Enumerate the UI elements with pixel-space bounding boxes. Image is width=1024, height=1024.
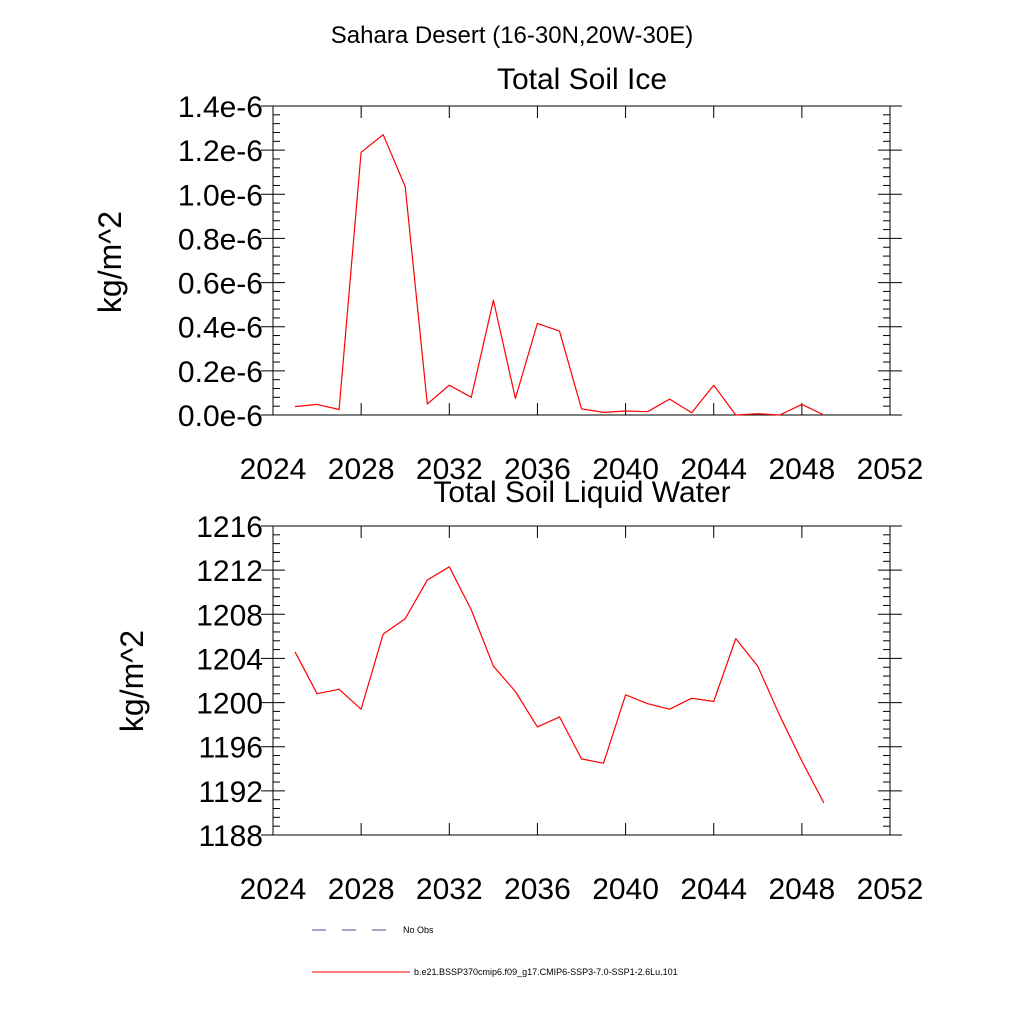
y-axis-label: kg/m^2	[92, 211, 128, 313]
x-tick-label: 2048	[768, 873, 835, 906]
y-tick-label: 1.2e-6	[178, 135, 263, 168]
y-tick-label: 1188	[198, 820, 263, 853]
x-tick-label: 2052	[857, 453, 924, 486]
y-tick-label: 1196	[198, 732, 263, 765]
y-tick-label: 1216	[196, 511, 263, 544]
x-tick-label: 2036	[504, 453, 571, 486]
x-tick-label: 2032	[416, 873, 483, 906]
y-tick-label: 0.6e-6	[178, 268, 263, 301]
series-line	[294, 134, 825, 416]
chart-total-soil-ice: Total Soil Ice kg/m^2 2024 2028 2032 2036 20…	[92, 63, 923, 486]
y-tick-label: 1.0e-6	[178, 179, 263, 212]
plot-frame	[272, 525, 891, 836]
y-axis-label: kg/m^2	[114, 630, 150, 732]
legend: No Obs b.e21.BSSP370cmip6.f09_g17.CMIP6-…	[312, 925, 678, 977]
x-tick-label: 2032	[416, 453, 483, 486]
y-tick-label: 0.0e-6	[178, 400, 263, 433]
x-tick-label: 2044	[680, 453, 747, 486]
y-tick-label: 0.2e-6	[178, 356, 263, 389]
y-tick-label: 1204	[196, 643, 263, 676]
x-tick-label: 2024	[240, 453, 307, 486]
x-tick-label: 2024	[240, 873, 307, 906]
legend-label-no-obs: No Obs	[403, 925, 434, 935]
y-tick-label: 1192	[198, 776, 263, 809]
series-line	[294, 566, 825, 804]
x-tick-label: 2040	[592, 453, 659, 486]
y-tick-label: 0.4e-6	[178, 312, 263, 345]
chart-title: Total Soil Ice	[497, 63, 667, 96]
y-tick-label: 1200	[196, 688, 263, 721]
legend-label-model-run: b.e21.BSSP370cmip6.f09_g17.CMIP6-SSP3-7.…	[414, 967, 678, 977]
x-tick-label: 2048	[768, 453, 835, 486]
x-tick-label: 2052	[857, 873, 924, 906]
y-tick-label: 1.4e-6	[178, 91, 263, 124]
figure-title: Sahara Desert (16-30N,20W-30E)	[331, 22, 693, 49]
chart-title: Total Soil Liquid Water	[433, 476, 730, 509]
chart-total-soil-liquid-water: Total Soil Liquid Water kg/m^2 2024 2028 2…	[114, 476, 923, 906]
y-tick-label: 1212	[196, 555, 263, 588]
x-tick-label: 2040	[592, 873, 659, 906]
y-tick-label: 1208	[196, 599, 263, 632]
x-tick-label: 2028	[328, 453, 395, 486]
x-tick-label: 2028	[328, 873, 395, 906]
x-tick-label: 2036	[504, 873, 571, 906]
y-tick-label: 0.8e-6	[178, 223, 263, 256]
plot-frame	[272, 105, 891, 416]
x-tick-label: 2044	[680, 873, 747, 906]
